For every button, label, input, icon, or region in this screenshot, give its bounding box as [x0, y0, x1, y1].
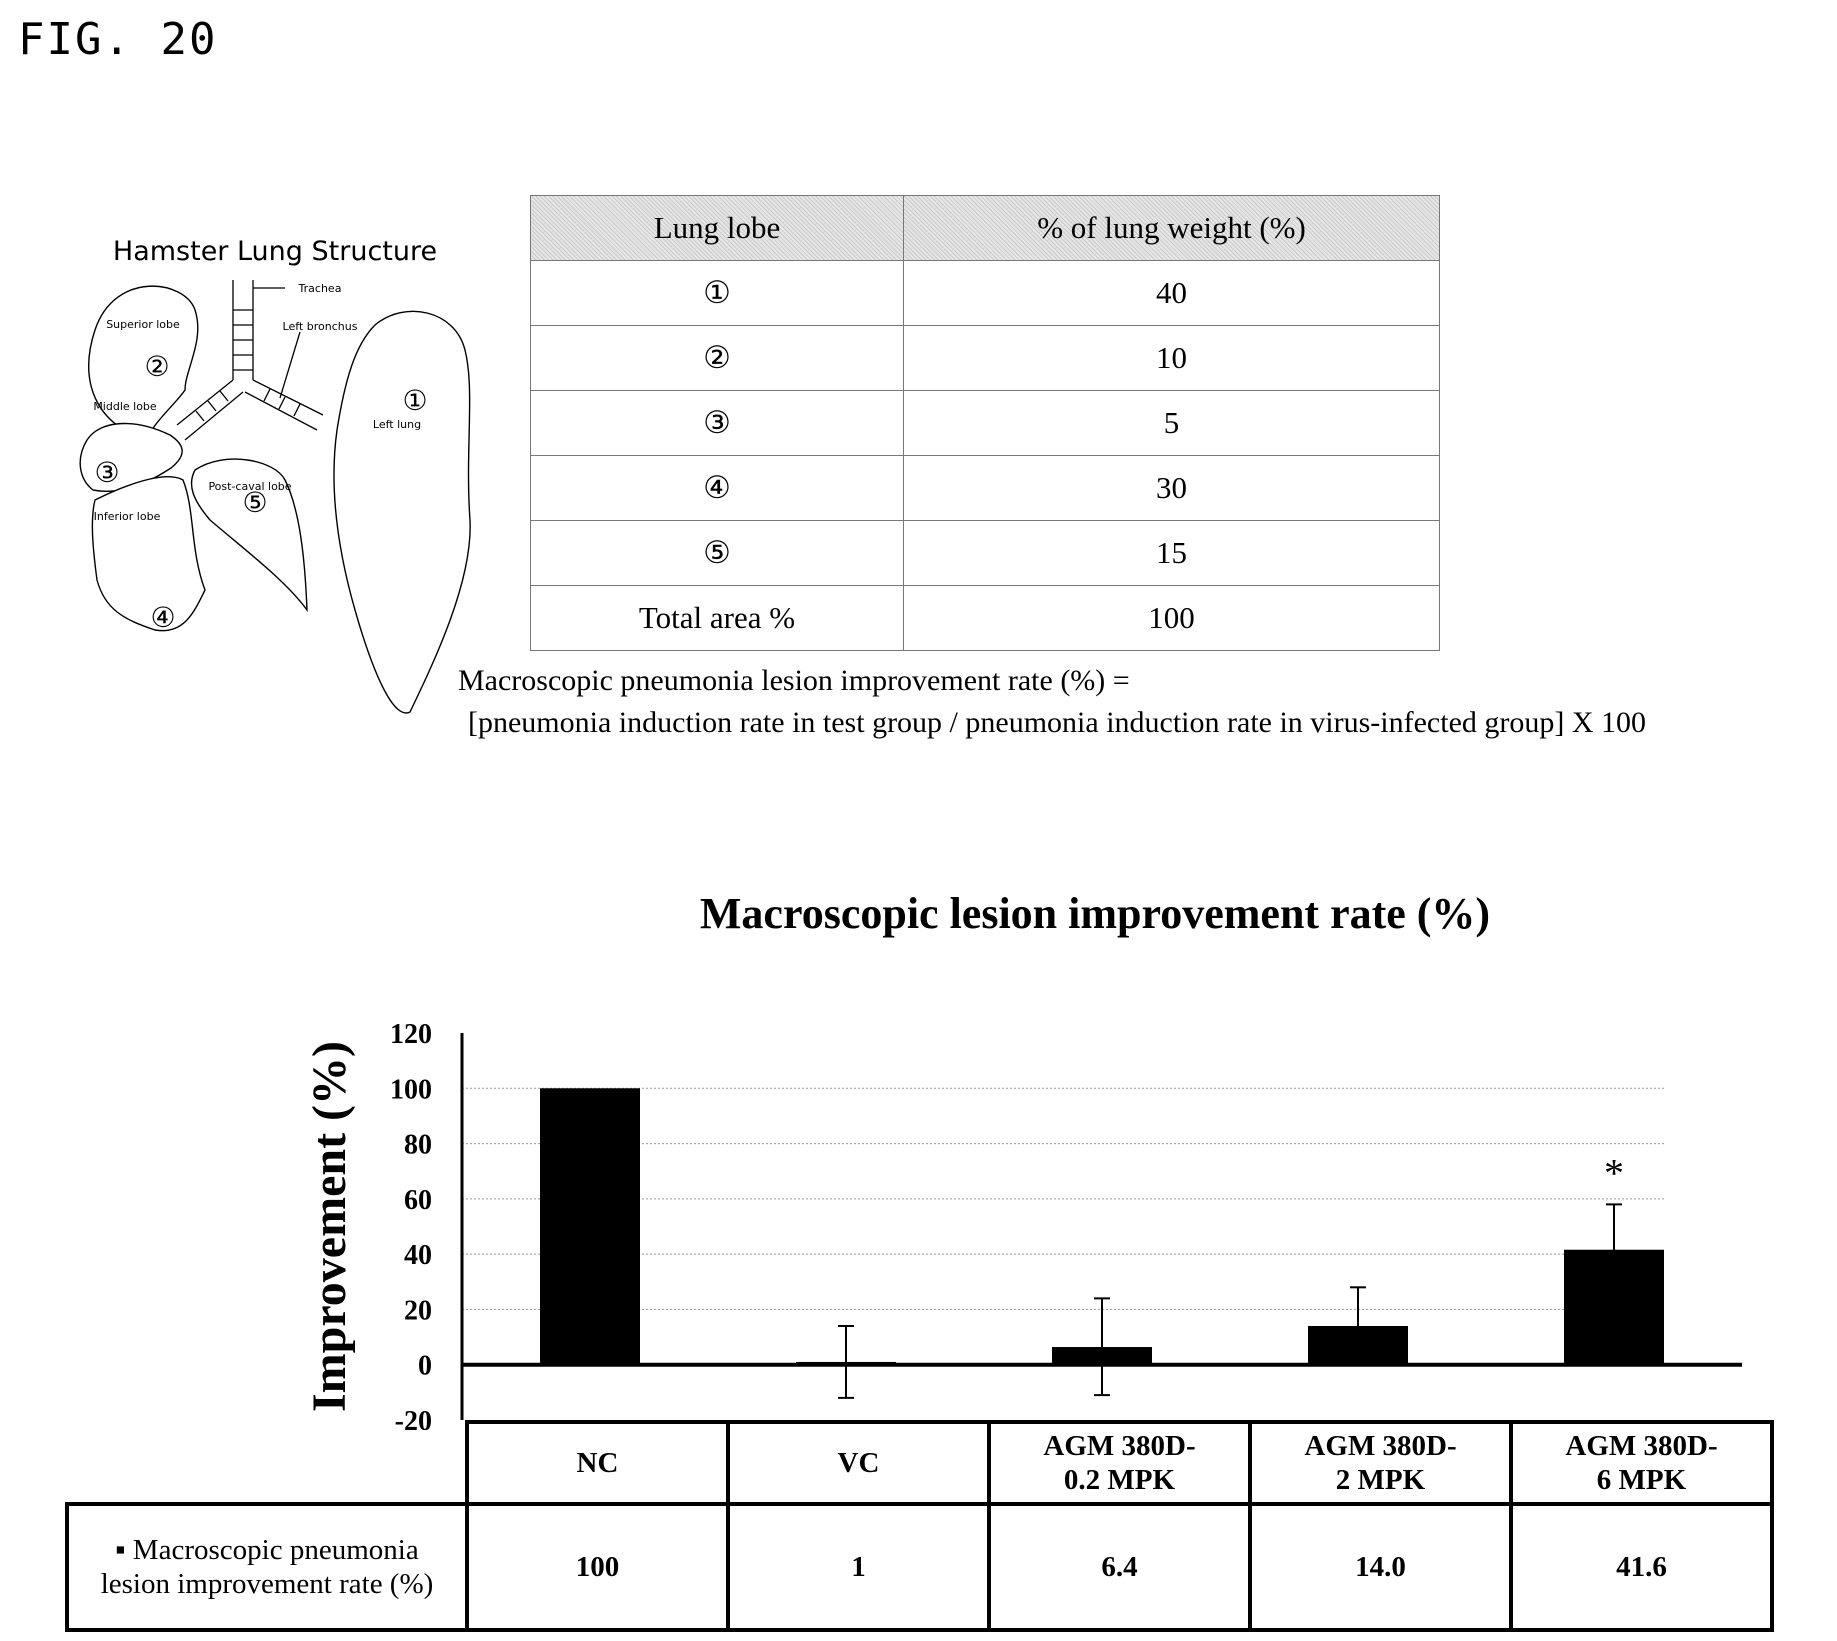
category-label: AGM 380D- 6 MPK [1509, 1420, 1774, 1506]
column-header: Lung lobe [530, 195, 904, 261]
superior-lobe-label: Superior lobe [106, 318, 180, 331]
lobe-number-5: ⑤ [242, 486, 267, 519]
row-label: ▪ Macroscopic pneumonia lesion improvemen… [65, 1502, 469, 1632]
post-caval-lobe-label: Post-caval lobe [208, 480, 291, 493]
table-cell: ① [530, 260, 904, 326]
significance-marker: * [1604, 1150, 1624, 1195]
bar [540, 1088, 640, 1365]
table-row: ④ 30 [530, 455, 1440, 521]
trachea-label: Trachea [298, 282, 342, 295]
chart-data-table: NC VC AGM 380D- 0.2 MPK AGM 380D- 2 MPK AGM 38… [65, 1420, 1774, 1632]
lobe-number-1: ① [402, 384, 427, 417]
y-tick-label: 0 [418, 1351, 432, 1382]
table-cell: ④ [530, 455, 904, 521]
middle-lobe-shape [79, 422, 183, 492]
table-cell: 40 [903, 260, 1440, 326]
lobe-number-2: ② [144, 350, 169, 383]
table-row: ⑤ 15 [530, 520, 1440, 586]
y-tick-label: 100 [390, 1074, 432, 1105]
table-header-row: Lung lobe % of lung weight (%) [530, 195, 1440, 261]
category-label: AGM 380D- 0.2 MPK [987, 1420, 1252, 1506]
chart-title: Macroscopic lesion improvement rate (%) [700, 889, 1490, 938]
table-cell: 15 [903, 520, 1440, 586]
formula-text: Macroscopic pneumonia lesion improvement… [458, 660, 1646, 744]
table-row: Total area % 100 [530, 585, 1440, 651]
category-label: NC [465, 1420, 730, 1506]
value-label: 41.6 [1509, 1502, 1774, 1632]
value-label: 6.4 [987, 1502, 1252, 1632]
category-label: AGM 380D- 2 MPK [1248, 1420, 1513, 1506]
y-tick-label: 20 [404, 1295, 432, 1326]
table-cell: ③ [530, 390, 904, 456]
y-tick-label: 80 [404, 1130, 432, 1161]
left-bronchus-label: Left bronchus [283, 320, 358, 333]
superior-lobe-shape [88, 285, 199, 442]
bar-chart: Macroscopic lesion improvement rate (%) 1… [303, 889, 1742, 1430]
lobe-number-4: ④ [150, 601, 175, 634]
table-cell: ② [530, 325, 904, 391]
values-row: ▪ Macroscopic pneumonia lesion improvemen… [65, 1502, 1774, 1632]
post-caval-lobe-shape [190, 458, 308, 613]
left-lung-shape [333, 310, 471, 714]
lobe-number-3: ③ [94, 456, 119, 489]
value-label: 14.0 [1248, 1502, 1513, 1632]
value-label: 100 [465, 1502, 730, 1632]
table-cell: 5 [903, 390, 1440, 456]
lung-lobe-weight-table: Lung lobe % of lung weight (%) ① 40 ② 10 ③… [530, 195, 1440, 651]
table-cell: 100 [903, 585, 1440, 651]
table-row: ① 40 [530, 260, 1440, 326]
table-cell: Total area % [530, 585, 904, 651]
formula-line-2: [pneumonia induction rate in test group … [468, 706, 1647, 739]
empty-header-cell [67, 1422, 469, 1504]
category-header-row: NC VC AGM 380D- 0.2 MPK AGM 380D- 2 MPK AGM 38… [67, 1420, 1774, 1506]
inferior-lobe-shape [91, 476, 206, 632]
figure-label: FIG. 20 [18, 14, 218, 65]
y-axis-label: Improvement (%) [303, 1041, 356, 1412]
value-label: 1 [726, 1502, 991, 1632]
column-header: % of lung weight (%) [903, 195, 1440, 261]
lung-diagram-title: Hamster Lung Structure [112, 236, 438, 267]
y-tick-label: 120 [390, 1019, 432, 1050]
formula-line-1: Macroscopic pneumonia lesion improvement… [458, 664, 1130, 697]
left-lung-label: Left lung [373, 418, 421, 431]
table-row: ② 10 [530, 325, 1440, 391]
table-cell: 10 [903, 325, 1440, 391]
table-cell: 30 [903, 455, 1440, 521]
middle-lobe-label: Middle lobe [93, 400, 157, 413]
y-tick-label: 40 [404, 1240, 432, 1271]
y-tick-label: 60 [404, 1185, 432, 1216]
category-label: VC [726, 1420, 991, 1506]
table-cell: ⑤ [530, 520, 904, 586]
inferior-lobe-label: Inferior lobe [94, 510, 161, 523]
lung-diagram: Trachea Left bronchus Superior lobe Midd… [79, 280, 471, 714]
